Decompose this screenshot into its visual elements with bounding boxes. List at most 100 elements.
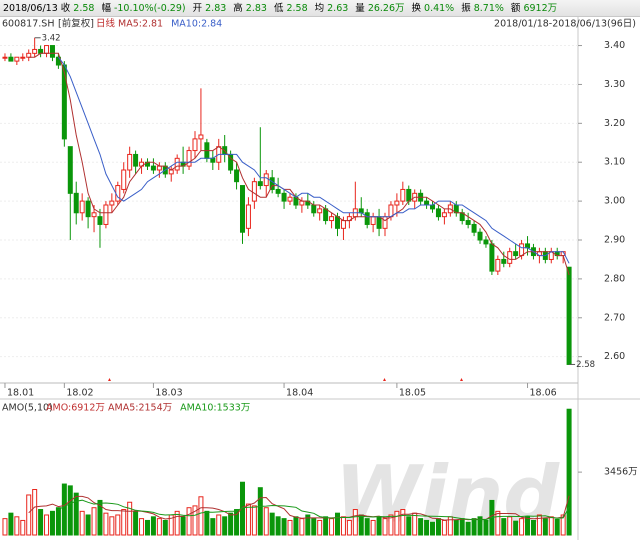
candle-body — [435, 208, 441, 218]
legend-label: MA10:2.84 — [171, 19, 222, 30]
quote-bar: 2018/06/13 收 2.58 幅 -10.10%(-0.29) 开 2.83 高 2.83… — [0, 0, 640, 17]
x-tick-label: 18.05 — [399, 388, 426, 399]
volume-bar — [281, 518, 287, 536]
volume-bar — [192, 505, 198, 536]
volume-bar — [323, 516, 329, 536]
volume-bar — [358, 514, 364, 536]
volume-bar — [38, 509, 44, 536]
volume-bar — [234, 509, 240, 536]
volume-bar — [513, 520, 519, 536]
volume-bar — [269, 512, 275, 536]
candle-body — [192, 138, 198, 152]
volume-bar — [495, 510, 501, 536]
volume-bar — [483, 519, 489, 536]
candle-body — [168, 169, 174, 175]
volume-bar — [430, 521, 436, 536]
volume-bar — [382, 518, 388, 536]
volume-bar — [453, 519, 459, 536]
y-tick-label: 2.60 — [604, 351, 625, 362]
volume-bar — [477, 516, 483, 536]
volume-bar — [412, 512, 418, 536]
volume-bar — [299, 518, 305, 536]
quote-field-label: 收 — [60, 3, 71, 14]
x-tick-label: 18.02 — [66, 388, 93, 399]
quote-field-value: 8.71% — [473, 3, 504, 14]
volume-bar — [91, 507, 97, 536]
candle-body — [358, 208, 364, 214]
candle-body — [67, 146, 73, 194]
volume-bar — [115, 514, 121, 536]
volume-bar — [471, 518, 477, 536]
legend-label: AMA5:2154万 — [108, 403, 172, 414]
candle-body — [388, 204, 394, 218]
y-tick-label: 2.80 — [604, 273, 625, 284]
candle-body — [263, 173, 269, 187]
candle-body — [174, 157, 180, 171]
volume-bar — [335, 512, 341, 536]
candle-body — [103, 204, 109, 225]
quote-field-value: 2.58 — [286, 3, 308, 14]
volume-bar — [150, 516, 156, 536]
candle-body — [239, 185, 245, 233]
quote-field-value: 0.41% — [424, 3, 455, 14]
volume-bar — [8, 512, 14, 536]
quote-field-label: 振 — [461, 3, 471, 14]
volume-bar — [501, 518, 507, 536]
volume-bar — [566, 408, 572, 536]
volume-bar — [376, 516, 382, 536]
candle-body — [483, 239, 489, 245]
candle-body — [257, 181, 263, 187]
candle-body — [513, 251, 519, 257]
volume-bar — [32, 489, 38, 536]
quote-field-label: 量 — [355, 3, 365, 14]
volume-bar — [139, 518, 145, 536]
quote-date: 2018/06/13 — [3, 3, 58, 14]
volume-bar — [293, 516, 299, 536]
quote-field-label: 低 — [273, 3, 284, 14]
volume-bar — [441, 519, 447, 536]
y-tick-label: 3456万 — [604, 467, 638, 478]
volume-bar — [257, 487, 263, 536]
quote-field-value: 2.63 — [327, 3, 349, 14]
candle-body — [477, 231, 483, 241]
volume-bar — [85, 514, 91, 536]
volume-bar — [317, 519, 323, 536]
volume-bar — [228, 512, 234, 536]
volume-bar — [548, 516, 554, 536]
candle-body — [2, 56, 8, 59]
candle-body — [376, 216, 382, 229]
quote-field-label: 均 — [314, 3, 325, 14]
quote-field-value: -10.10%(-0.29) — [113, 3, 186, 14]
candle-body — [340, 220, 346, 229]
stock-code: 600817.SH — [2, 19, 54, 30]
y-tick-label: 3.40 — [604, 40, 625, 51]
volume-bar — [465, 521, 471, 536]
candle-body — [245, 204, 251, 229]
candle-body — [156, 165, 162, 171]
candle-body — [311, 204, 317, 214]
volume-bar — [49, 510, 55, 536]
volume-bar — [329, 518, 335, 536]
volume-title: AMO(5,10) — [2, 403, 53, 414]
volume-bar — [67, 485, 73, 536]
candle-body — [150, 165, 156, 171]
volume-bar — [275, 516, 281, 536]
volume-bar — [370, 519, 376, 536]
x-tick-label: 18.06 — [530, 388, 557, 399]
candle-body — [400, 188, 406, 202]
legend-label: AMA10:1533万 — [180, 403, 250, 414]
x-tick-label: 18.04 — [286, 388, 313, 399]
volume-bar — [198, 496, 204, 536]
candle-body — [281, 192, 287, 202]
annotation-label: 3.42 — [42, 33, 61, 43]
candle-body — [495, 258, 501, 272]
volume-bar — [251, 505, 257, 536]
volume-bar — [525, 516, 531, 536]
candle-body — [323, 208, 329, 222]
candle-body — [61, 64, 67, 140]
volume-bar — [103, 512, 109, 536]
volume-bar — [406, 516, 412, 536]
candle-body — [382, 216, 388, 229]
candle-body — [210, 157, 216, 163]
candle-body — [525, 243, 531, 249]
